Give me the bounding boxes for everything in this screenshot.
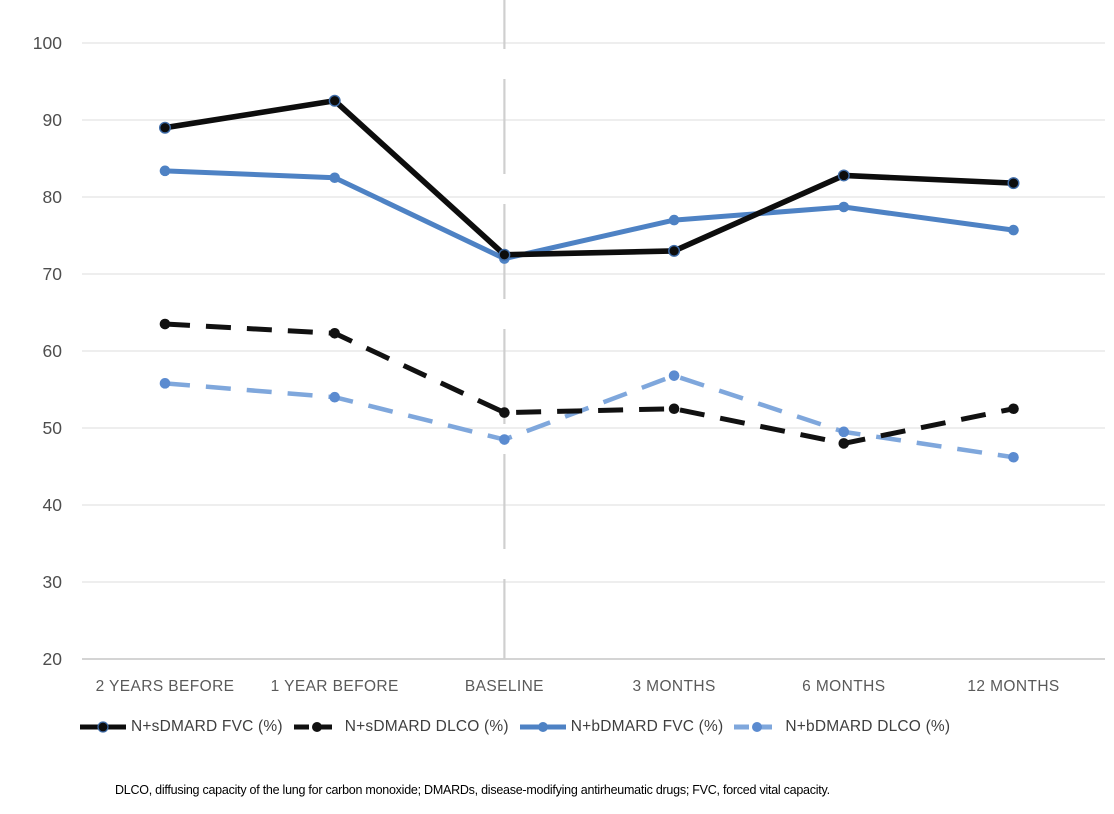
line-chart-canvas: 20 30 40 50 60 70 80 90 100 2 YEARS BEFORE 1 YEAR … — [33, 0, 1105, 695]
x-axis-tick-label: 6 MONTHS — [802, 678, 885, 695]
x-axis-tick-label: 3 MONTHS — [632, 678, 715, 695]
x-axis-tick-label: BASELINE — [465, 678, 544, 695]
series-line-2 — [164, 168, 1014, 262]
x-axis-tick-label: 12 MONTHS — [967, 678, 1059, 695]
series-line-0 — [164, 97, 1014, 258]
data-point-marker — [838, 426, 850, 438]
legend-item-bdmard-fvc: N+bDMARD FVC (%) — [518, 718, 724, 736]
legend-item-sdmard-dlco: N+sDMARD DLCO (%) — [292, 718, 509, 736]
legend-swatch-black-solid-icon — [80, 721, 126, 733]
data-point-marker — [668, 403, 680, 415]
x-axis-tick-label: 2 YEARS BEFORE — [96, 678, 235, 695]
data-point-marker — [668, 370, 680, 381]
y-axis-tick-label: 20 — [43, 649, 63, 669]
data-point-marker — [158, 121, 171, 134]
data-point-marker — [1008, 224, 1019, 236]
data-point-marker — [1008, 403, 1019, 415]
legend-item-bdmard-dlco: N+bDMARD DLCO (%) — [732, 718, 950, 736]
data-point-marker — [329, 172, 341, 184]
legend-swatch-blue-solid-icon — [519, 722, 566, 732]
data-point-marker — [837, 169, 850, 182]
data-point-marker — [159, 378, 171, 389]
data-point-marker — [1007, 177, 1020, 190]
data-point-marker — [1008, 451, 1019, 463]
legend-swatch-black-dashed-icon — [293, 722, 340, 732]
data-point-marker — [159, 318, 171, 330]
legend-label: N+bDMARD FVC (%) — [570, 718, 724, 735]
data-point-marker — [329, 391, 341, 403]
y-axis-tick-label: 50 — [43, 418, 63, 438]
series-line-3 — [164, 373, 1014, 460]
legend-label: N+bDMARD DLCO (%) — [785, 718, 951, 735]
data-point-marker — [498, 248, 511, 261]
data-point-marker — [838, 201, 850, 213]
data-point-marker — [499, 434, 510, 445]
data-point-marker — [159, 165, 171, 177]
legend-swatch-blue-dashed-icon — [734, 722, 781, 732]
y-axis-tick-label: 30 — [43, 572, 63, 592]
x-axis-tick-label: 1 YEAR BEFORE — [271, 678, 399, 695]
footnote: DLCO, diffusing capacity of the lung for… — [115, 783, 830, 797]
data-point-marker — [329, 327, 341, 339]
data-point-marker — [499, 407, 510, 418]
data-point-marker — [668, 244, 681, 257]
y-axis-tick-label: 100 — [33, 33, 62, 53]
y-axis-tick-label: 60 — [43, 341, 63, 361]
data-point-marker — [838, 438, 850, 449]
legend-label: N+sDMARD DLCO (%) — [344, 718, 509, 735]
y-axis-tick-label: 40 — [43, 495, 63, 515]
y-axis-tick-label: 70 — [43, 264, 63, 284]
chart-legend: N+sDMARD FVC (%) N+sDMARD DLCO (%) N+bDM… — [78, 712, 1078, 742]
data-point-marker — [668, 214, 680, 226]
y-axis-tick-label: 80 — [43, 187, 63, 207]
data-point-marker — [328, 94, 341, 107]
series-line-1 — [164, 321, 1015, 446]
legend-label: N+sDMARD FVC (%) — [131, 718, 283, 735]
y-axis-tick-label: 90 — [43, 110, 63, 130]
legend-item-sdmard-fvc: N+sDMARD FVC (%) — [78, 718, 283, 736]
